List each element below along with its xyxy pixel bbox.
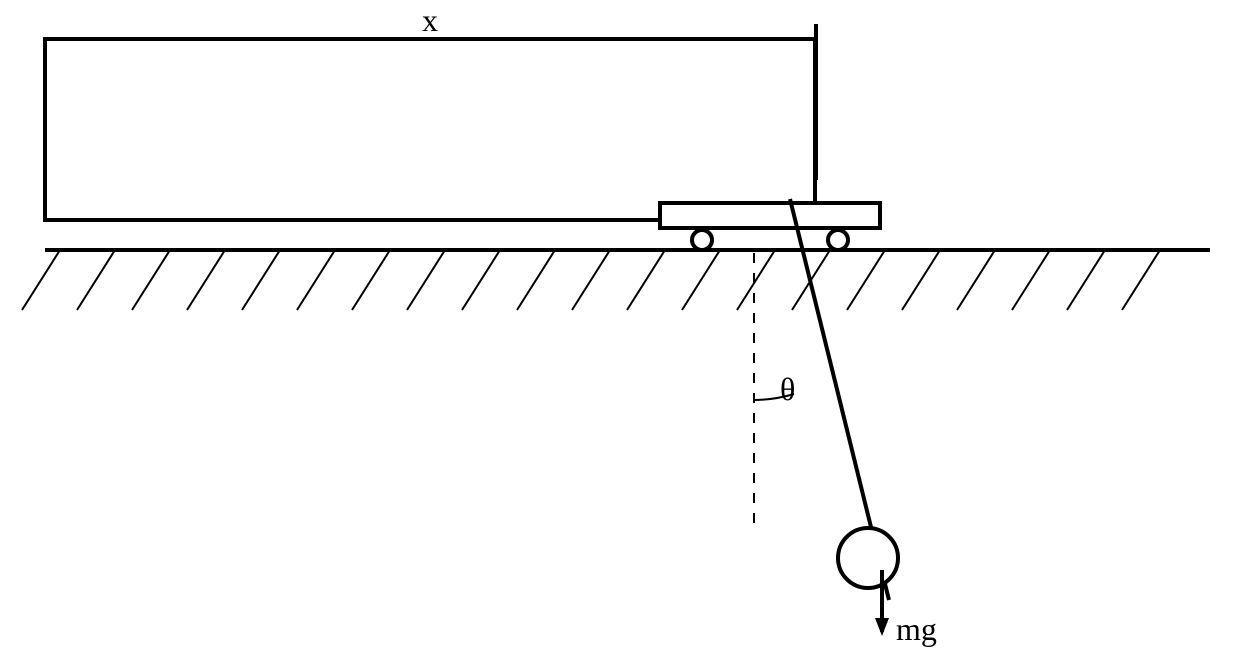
pendulum-bob (838, 528, 898, 588)
hatch-line (572, 250, 610, 310)
hatch-line (22, 250, 60, 310)
hatch-line (517, 250, 555, 310)
hatch-line (1122, 250, 1160, 310)
hatch-line (902, 250, 940, 310)
hatch-line (462, 250, 500, 310)
hatch-line (187, 250, 225, 310)
gravity-arrow-head (875, 618, 889, 636)
hatch-line (1067, 250, 1105, 310)
hatch-line (242, 250, 280, 310)
hatch-line (847, 250, 885, 310)
hatch-line (737, 250, 775, 310)
hatch-line (682, 250, 720, 310)
hatch-line (957, 250, 995, 310)
beam-rect (45, 39, 815, 220)
mg-label: mg (896, 611, 937, 647)
hatch-line (352, 250, 390, 310)
hatch-line (77, 250, 115, 310)
hatch-line (407, 250, 445, 310)
ground-hatching (22, 250, 1160, 310)
hatch-line (627, 250, 665, 310)
hatch-line (132, 250, 170, 310)
cart-wheel-left (692, 230, 712, 250)
hatch-line (297, 250, 335, 310)
x-label: x (422, 2, 438, 38)
hatch-line (1012, 250, 1050, 310)
theta-label: θ (780, 371, 795, 407)
cart-wheel-right (828, 230, 848, 250)
pendulum-cart-diagram: x θ mg (0, 0, 1240, 662)
cart-body (660, 203, 880, 228)
